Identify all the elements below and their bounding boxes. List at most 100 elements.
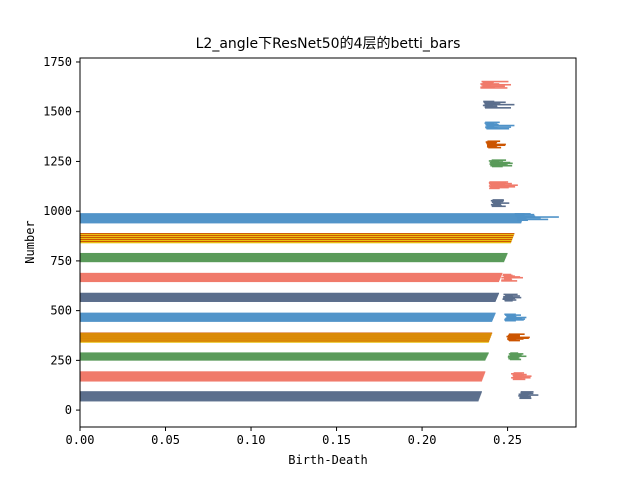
bar-band-3-bar-1 [80,333,492,335]
y-axis-ticks: 0 250 500 750 1000 1250 1500 1750 [43,55,80,417]
plot-frame [79,57,577,428]
bar-band-5-bar-7 [80,299,497,301]
bar-band-4-bar-2 [80,314,495,316]
bar-band-1-bar-5 [80,376,484,378]
spike-cluster-0-bar-8 [520,391,534,393]
bar-band-7-bar-8 [80,260,505,263]
bar-band-3-bar-8 [80,340,490,342]
bar-band-7-bar-0 [80,252,508,255]
bar-band-5-bar-4 [80,296,498,299]
x-axis-ticks: 0.00 0.05 0.10 0.15 0.20 0.25 [66,427,522,447]
bar-band-9-bar-7 [80,220,523,222]
spike-cluster-7-bar-1 [517,218,549,221]
bar-band-6-bar-7 [80,279,500,282]
bar-band-3-bar-3 [80,335,492,337]
bar-band-4-bar-5 [80,317,494,319]
y-tick-label: 1750 [43,55,72,69]
bar-band-4-bar-1 [80,313,496,315]
bar-band-9-bar-1 [80,214,525,216]
spike-cluster-13-bar-7 [483,101,506,104]
bar-band-1-bar-6 [80,377,484,379]
spike-cluster-4-bar-8 [504,313,516,316]
spike-cluster-10-bar-5 [489,161,511,164]
bar-band-6-bar-4 [80,276,501,279]
bar-band-3-bar-2 [80,334,492,336]
bar-band-6-bar-6 [80,278,500,281]
bar-band-2-bar-0 [80,352,489,354]
bar-band-1-bar-8 [80,379,483,381]
bar-band-4-bar-3 [80,315,495,317]
spike-cluster-12-bar-8 [485,121,500,124]
bar-band-3-bar-0 [80,332,493,334]
bar-band-1-bar-3 [80,374,485,376]
y-axis-label: Number [23,220,37,263]
x-tick-label: 0.25 [493,433,522,447]
y-tick-label: 750 [50,254,72,268]
y-tick-label: 1000 [43,204,72,218]
bar-band-2-bar-2 [80,354,488,356]
bar-band-3-bar-4 [80,336,491,338]
spike-cluster-12-bar-4 [486,124,515,127]
bar-band-8-bar-5 [80,238,513,240]
bar-band-7-bar-4 [80,256,506,259]
spike-cluster-7-bar-4 [517,216,559,218]
bar-band-7-bar-7 [80,259,505,262]
bar-band-4-bar-8 [80,320,493,322]
bar-band-0-bar-1 [80,392,482,394]
chart-title: L2_angle下ResNet50的4层的betti_bars [196,36,461,52]
bar-band-2-bar-1 [80,353,489,355]
bar-band-5-bar-1 [80,293,499,296]
bar-band-1-bar-9 [80,380,482,382]
bar-band-1-bar-1 [80,372,485,374]
bar-band-5-bar-5 [80,297,497,299]
spike-cluster-14-bar-8 [481,80,509,83]
chart-marks-group [80,80,559,402]
spike-cluster-3-bar-8 [508,333,525,336]
spike-cluster-10-bar-8 [491,159,507,161]
bar-band-3-bar-5 [80,337,491,339]
bar-band-0-bar-7 [80,398,480,400]
spike-cluster-11-bar-4 [487,143,506,146]
bar-band-4-bar-7 [80,319,493,321]
bar-band-9-bar-3 [80,216,524,218]
bar-band-8-bar-9 [80,242,512,244]
bar-band-1-bar-0 [80,371,486,373]
bar-band-3-bar-9 [80,341,489,343]
y-tick-label: 0 [65,403,72,417]
bar-band-9-bar-0 [80,213,525,215]
bar-band-5-bar-6 [80,298,497,300]
bar-band-5-bar-3 [80,295,498,298]
x-axis-label: Birth-Death [288,453,367,467]
bar-band-7-bar-1 [80,253,508,256]
bar-band-5-bar-2 [80,294,499,297]
spike-cluster-14-bar-2 [482,85,505,88]
spike-cluster-12-bar-0 [486,127,510,130]
bar-band-6-bar-2 [80,274,502,277]
spike-cluster-13-bar-0 [484,107,511,109]
bar-band-9-bar-8 [80,221,522,223]
bar-band-1-bar-7 [80,378,483,380]
spike-cluster-1-bar-8 [513,372,525,374]
bar-band-7-bar-6 [80,258,506,261]
bar-band-3-bar-7 [80,339,490,341]
bar-band-4-bar-4 [80,316,494,318]
bar-band-0-bar-9 [80,400,479,402]
bar-band-2-bar-3 [80,355,488,357]
bar-band-7-bar-2 [80,254,507,257]
x-tick-label: 0.20 [408,433,437,447]
y-tick-label: 500 [50,304,72,318]
bar-band-0-bar-4 [80,395,481,397]
bar-band-0-bar-3 [80,394,481,396]
bar-band-6-bar-0 [80,272,503,275]
spike-cluster-7-bar-8 [514,213,531,215]
bar-band-7-bar-5 [80,257,506,260]
spike-cluster-5-bar-8 [503,293,518,296]
spike-cluster-6-bar-8 [502,273,512,276]
x-tick-label: 0.10 [237,433,266,447]
bar-band-2-bar-7 [80,359,486,361]
bar-band-6-bar-3 [80,275,502,278]
bar-band-8-bar-4 [80,237,513,239]
bar-band-0-bar-8 [80,399,479,401]
